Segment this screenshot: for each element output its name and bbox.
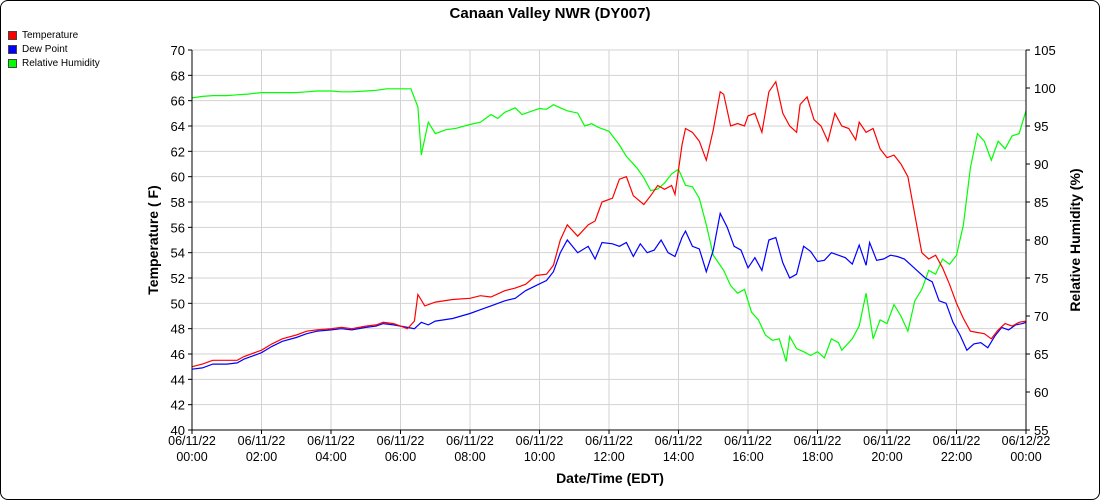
legend-swatch	[8, 58, 17, 68]
x-tick-time: 12:00	[593, 450, 624, 464]
x-tick-date: 06/11/22	[863, 434, 911, 448]
y2-tick-label: 90	[1034, 157, 1048, 172]
x-tick-date: 06/11/22	[933, 434, 981, 448]
y2-tick-label: 70	[1034, 309, 1048, 324]
legend-label: Relative Humidity	[22, 57, 100, 69]
y2-tick-label: 95	[1034, 119, 1048, 134]
x-tick-date: 06/11/22	[585, 434, 633, 448]
y-tick-label: 50	[171, 296, 185, 311]
x-tick-time: 20:00	[871, 450, 902, 464]
x-tick-time: 00:00	[176, 450, 207, 464]
x-tick-time: 00:00	[1010, 450, 1041, 464]
y-tick-label: 52	[171, 271, 185, 286]
series-line-relative-humidity	[192, 88, 1026, 362]
y-tick-label: 40	[171, 423, 185, 438]
grid	[191, 49, 1027, 431]
y2-tick-label: 100	[1034, 81, 1056, 96]
y-tick-label: 46	[171, 347, 185, 362]
x-tick-time: 02:00	[246, 450, 277, 464]
x-tick-date: 06/11/22	[168, 434, 216, 448]
y-tick-label: 48	[171, 322, 185, 337]
x-tick-date: 06/11/22	[446, 434, 494, 448]
legend-item: Temperature	[8, 28, 100, 42]
x-tick-time: 14:00	[663, 450, 694, 464]
series-line-dew-point	[192, 211, 1026, 370]
legend-item: Dew Point	[8, 42, 100, 56]
x-tick-date: 06/11/22	[377, 434, 425, 448]
legend-swatch	[8, 44, 17, 54]
x-tick-time: 06:00	[385, 450, 416, 464]
y-tick-label: 60	[171, 170, 185, 185]
chart-title: Canaan Valley NWR (DY007)	[450, 5, 651, 22]
x-tick-time: 10:00	[524, 450, 555, 464]
legend-item: Relative Humidity	[8, 56, 100, 70]
x-tick-time: 08:00	[454, 450, 485, 464]
x-tick-time: 18:00	[802, 450, 833, 464]
legend-swatch	[8, 30, 17, 40]
y2-tick-label: 85	[1034, 195, 1048, 210]
x-tick-date: 06/11/22	[516, 434, 564, 448]
y2-tick-label: 60	[1034, 385, 1048, 400]
y-tick-label: 68	[171, 68, 185, 83]
y2-tick-label: 105	[1034, 43, 1056, 58]
y-tick-label: 64	[171, 119, 185, 134]
x-tick-date: 06/11/22	[307, 434, 355, 448]
y-axis-label: Temperature ( F)	[145, 185, 161, 294]
y-tick-label: 58	[171, 195, 185, 210]
y2-axis-label: Relative Humidity (%)	[1067, 168, 1083, 311]
legend-label: Temperature	[22, 29, 79, 41]
axes: 40 42 44 46 48 50 52 54 56 58 60 62 64 66 68 70 55 60 65 70…	[168, 43, 1056, 464]
x-tick-date: 06/12/22	[1002, 434, 1051, 448]
x-tick-date: 06/11/22	[655, 434, 703, 448]
y-tick-label: 62	[171, 144, 185, 159]
legend: Temperature Dew Point Relative Humidity	[8, 28, 100, 70]
x-tick-time: 04:00	[315, 450, 346, 464]
y-tick-label: 42	[171, 398, 185, 413]
y-tick-label: 70	[171, 43, 185, 58]
series-layer	[192, 80, 1026, 370]
x-tick-time: 16:00	[732, 450, 763, 464]
y-tick-label: 56	[171, 220, 185, 235]
legend-label: Dew Point	[22, 43, 68, 55]
y2-tick-label: 80	[1034, 233, 1048, 248]
y2-tick-label: 55	[1034, 423, 1048, 438]
y-tick-label: 54	[171, 246, 185, 261]
series-line-temperature	[192, 80, 1026, 368]
x-tick-time: 22:00	[941, 450, 972, 464]
x-tick-date: 06/11/22	[238, 434, 286, 448]
x-axis-label: Date/Time (EDT)	[556, 470, 664, 486]
y-tick-label: 44	[171, 372, 185, 387]
y-tick-label: 66	[171, 94, 185, 109]
y2-tick-label: 75	[1034, 271, 1048, 286]
y2-tick-label: 65	[1034, 347, 1048, 362]
x-tick-date: 06/11/22	[794, 434, 842, 448]
x-tick-date: 06/11/22	[724, 434, 772, 448]
